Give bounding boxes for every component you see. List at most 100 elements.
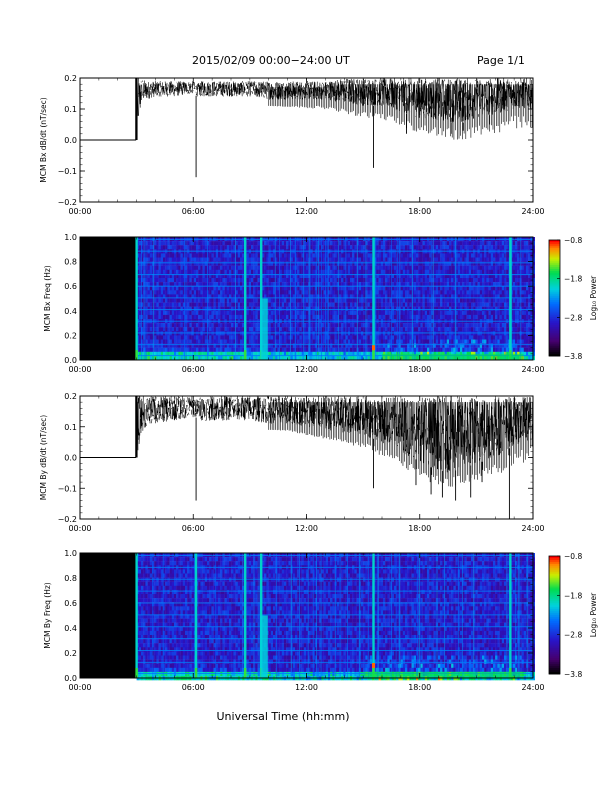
spectrogram-cell <box>231 261 234 266</box>
spectrogram-cell <box>427 245 430 250</box>
spectrogram-cell <box>427 261 430 266</box>
spectrogram-cell <box>418 278 421 283</box>
spectrogram-cell <box>405 290 408 295</box>
spectrogram-cell <box>365 294 368 299</box>
spectrogram-cell <box>209 265 212 270</box>
spectrogram-cell <box>321 241 324 246</box>
spectrogram-cell <box>438 339 441 344</box>
spectrogram-cell <box>178 265 181 270</box>
spectrogram-cell <box>433 314 436 320</box>
spectrogram-cell <box>176 265 179 270</box>
spectrogram-cell <box>358 343 362 348</box>
spectrogram-cell <box>339 347 342 352</box>
spectrogram-cell <box>383 269 386 275</box>
spectrogram-cell <box>193 347 197 352</box>
spectrogram-cell <box>369 306 373 311</box>
spectrogram-cell <box>427 294 430 299</box>
spectrogram-cell <box>407 245 410 250</box>
spectrogram-cell <box>191 241 194 246</box>
spectrogram-cell <box>235 269 238 275</box>
spectrogram-cell <box>427 298 430 303</box>
spectrogram-cell <box>273 290 276 295</box>
spectrogram-cell <box>154 269 157 275</box>
spectrogram-cell <box>154 241 157 246</box>
spectrogram-cell <box>431 290 434 295</box>
spectrogram-cell <box>460 241 463 246</box>
spectrogram-cell <box>442 294 445 299</box>
spectrogram-cell <box>347 265 351 270</box>
spectrogram-cell <box>427 253 430 258</box>
spectrogram-cell <box>306 310 309 316</box>
spectrogram-cell <box>328 257 331 262</box>
spectrogram-cell <box>460 265 463 270</box>
spectrogram-cell <box>407 278 410 283</box>
spectrogram-cell <box>488 302 491 307</box>
spectrogram-cell <box>407 339 410 344</box>
spectrogram-cell <box>248 327 252 332</box>
spectrogram-cell <box>334 290 337 295</box>
spectrogram-cell <box>350 355 353 361</box>
spectrogram-cell <box>407 298 410 303</box>
spectrogram-cell <box>312 294 315 299</box>
spectrogram-cell <box>345 286 348 291</box>
spectrogram-cell <box>242 306 245 311</box>
spectrogram-cell <box>270 347 274 352</box>
spectrogram-cell <box>402 306 406 311</box>
spectrogram-cell <box>149 286 153 291</box>
spectrogram-cell <box>231 253 234 258</box>
spectrogram-cell <box>451 306 454 311</box>
spectrogram-cell <box>141 273 144 279</box>
spectrogram-cell <box>416 298 419 303</box>
spectrogram-cell <box>255 290 258 295</box>
spectrogram-cell <box>358 286 362 291</box>
spectrogram-cell <box>435 298 439 303</box>
spectrogram-cell <box>352 302 355 307</box>
spectrogram-cell <box>211 278 214 283</box>
spectrogram-cell <box>378 347 381 352</box>
spectrogram-cell <box>240 314 243 320</box>
spectrogram-cell <box>455 302 458 307</box>
spectrogram-cell <box>433 241 436 246</box>
spectrogram-cell <box>273 323 276 328</box>
spectrogram-cell <box>154 278 157 283</box>
spectrogram-cell <box>435 241 439 246</box>
spectrogram-cell <box>367 327 370 332</box>
spectrogram-cell <box>196 327 199 332</box>
spectrogram-cell <box>345 253 348 258</box>
spectrogram-cell <box>418 261 421 266</box>
spectrogram-cell <box>191 298 194 303</box>
spectrogram-cell <box>334 327 337 332</box>
spectrogram-cell <box>279 339 282 344</box>
spectrogram-cell <box>429 310 432 316</box>
spectrogram-cell <box>444 241 447 246</box>
spectrogram-cell <box>176 273 179 279</box>
spectrogram-cell <box>387 253 390 258</box>
spectrogram-cell <box>363 241 366 246</box>
spectrogram-cell <box>310 265 313 270</box>
spectrogram-cell <box>449 253 452 258</box>
spectrogram-cell <box>394 314 397 320</box>
spectrogram-cell <box>475 314 478 320</box>
spectrogram-cell <box>438 310 441 316</box>
spectrogram-cell <box>312 257 315 262</box>
spectrogram-cell <box>279 327 282 332</box>
spectrogram-cell <box>438 347 441 352</box>
spectrogram-cell <box>310 278 313 283</box>
spectrogram-cell <box>387 269 390 275</box>
spectrogram-cell <box>387 245 390 250</box>
spectrogram-cell <box>286 286 289 291</box>
spectrogram-cell <box>424 294 428 299</box>
spectrogram-cell <box>475 269 478 275</box>
spectrogram-cell <box>435 282 439 287</box>
spectrogram-cell <box>286 335 289 340</box>
spectrogram-cell <box>251 351 254 357</box>
spectrogram-cell <box>297 298 300 303</box>
spectrogram-cell <box>178 245 181 250</box>
spectrogram-cell <box>319 269 322 275</box>
spectrogram-cell <box>297 245 300 250</box>
spectrogram-cell <box>229 294 232 299</box>
spectrogram-cell <box>138 302 142 307</box>
spectrogram-cell <box>460 327 463 332</box>
spectrogram-cell <box>407 269 410 275</box>
spectrogram-cell <box>306 282 309 287</box>
